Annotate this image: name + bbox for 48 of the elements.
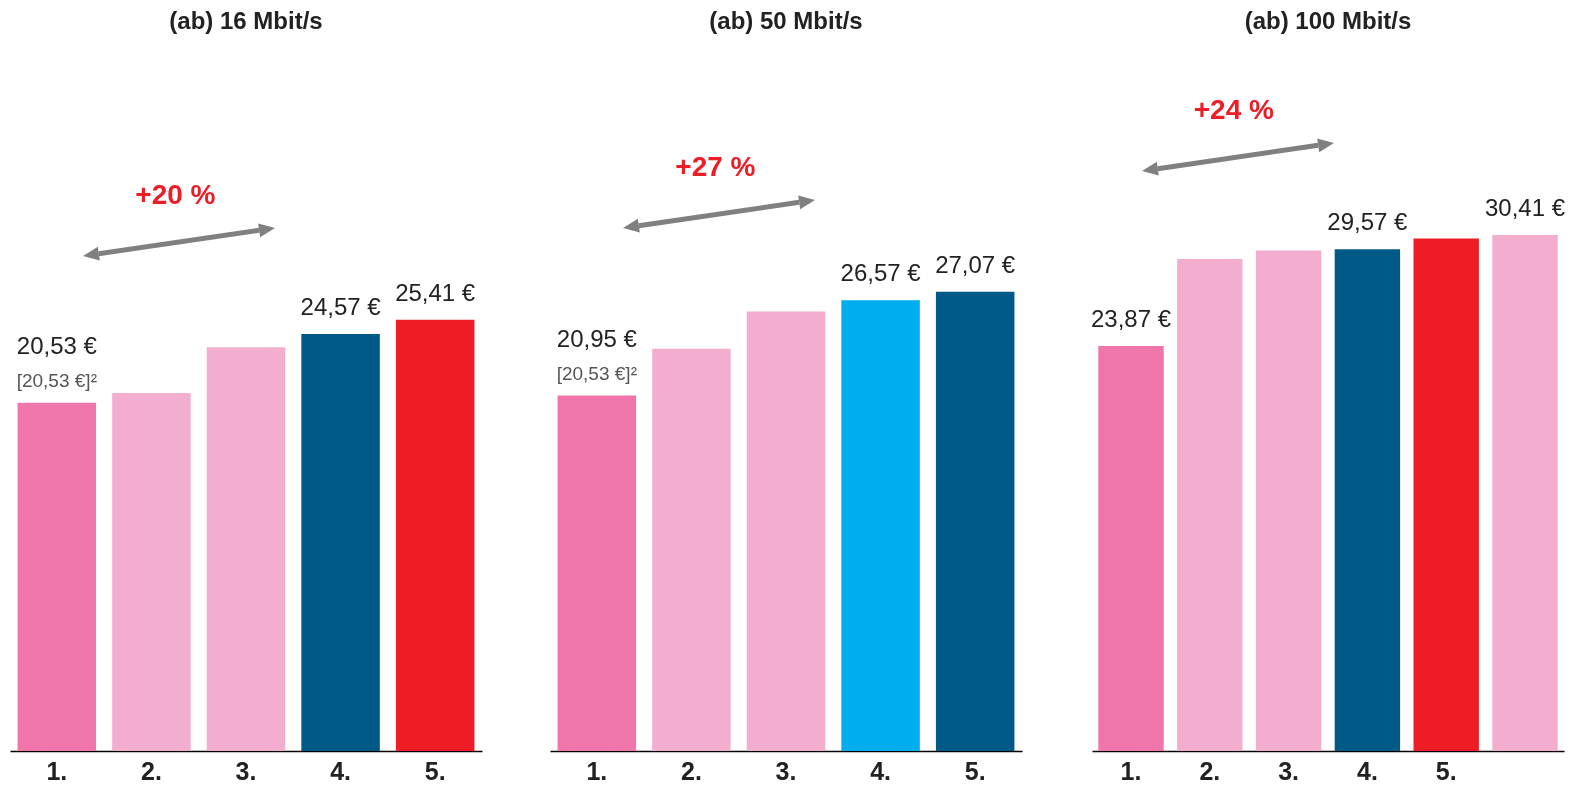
bar xyxy=(1177,258,1243,751)
bar xyxy=(557,395,637,751)
bar xyxy=(206,347,286,751)
x-tick-label: 4. xyxy=(870,756,892,785)
data-label: 20,53 € xyxy=(16,331,98,359)
bar xyxy=(1098,345,1164,751)
x-tick-label: 4. xyxy=(330,756,352,785)
data-label: 20,95 € xyxy=(556,324,638,352)
x-tick-label: 3. xyxy=(775,756,797,785)
bar xyxy=(1334,249,1401,751)
x-tick-label: 3. xyxy=(1278,756,1300,785)
x-tick-label: 1. xyxy=(46,756,68,785)
data-label: 24,57 € xyxy=(300,293,382,321)
x-tick-label: 1. xyxy=(1120,756,1142,785)
text: +24 % xyxy=(1193,94,1274,125)
x-tick-label: 4. xyxy=(1356,756,1378,785)
x-tick-label: 2. xyxy=(140,756,162,785)
bar xyxy=(1255,250,1322,751)
bar xyxy=(112,392,191,751)
data-label: 30,41 € xyxy=(1484,194,1566,221)
data-label: 29,57 € xyxy=(1327,208,1409,236)
x-tick-label: 5. xyxy=(964,756,986,785)
x-tick-label: 5. xyxy=(424,756,446,785)
data-label: 26,57 € xyxy=(840,259,922,287)
data-label: 27,07 € xyxy=(935,250,1016,278)
x-tick-label: 2. xyxy=(1199,756,1221,785)
data-label: 23,87 € xyxy=(1090,304,1172,332)
x-tick-label: 2. xyxy=(680,756,702,785)
bar xyxy=(1492,235,1558,751)
annotation: [20,53 €]² xyxy=(556,362,637,384)
annotation: [20,53 €]² xyxy=(16,369,97,391)
bar xyxy=(1413,238,1479,751)
chart-title: (ab) 16 Mbit/s xyxy=(169,7,323,34)
bar xyxy=(746,311,826,751)
x-tick-label: 1. xyxy=(586,756,608,785)
bar xyxy=(17,402,97,751)
x-tick-label: 3. xyxy=(235,756,257,785)
text: +20 % xyxy=(135,178,216,210)
bar xyxy=(841,300,920,751)
data-label: 25,41 € xyxy=(395,278,476,306)
bar xyxy=(652,348,731,751)
text: +27 % xyxy=(675,150,756,182)
bar xyxy=(395,319,475,751)
chart-title: (ab) 100 Mbit/s xyxy=(1244,7,1412,34)
chart-title: (ab) 50 Mbit/s xyxy=(709,7,863,34)
bar xyxy=(301,334,380,751)
bar xyxy=(935,291,1015,751)
x-tick-label: 5. xyxy=(1435,756,1457,785)
